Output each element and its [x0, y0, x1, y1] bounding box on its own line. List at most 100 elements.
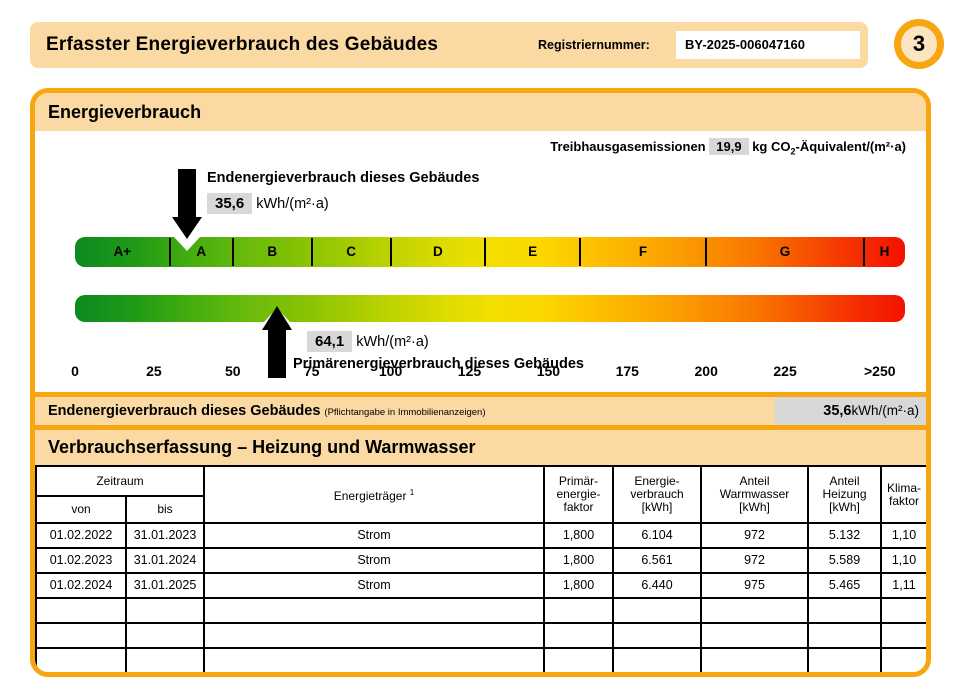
table-cell: [125, 597, 205, 624]
scale-class-C: C: [346, 244, 357, 259]
end-energy-summary-row: Endenergieverbrauch dieses Gebäudes (Pfl…: [35, 397, 926, 425]
energy-consumption-panel: Energieverbrauch Treibhausgasemissionen …: [30, 88, 931, 677]
col-header-anteil-heizung: Anteil Heizung [kWh]: [807, 465, 882, 524]
table-row: 01.02.2023 31.01.2024 Strom 1,800 6.561 972 5.…: [35, 547, 926, 574]
scale-class-D: D: [433, 244, 443, 259]
table-cell: [543, 597, 614, 624]
table-cell: [612, 622, 702, 649]
col-header-bis: bis: [125, 495, 205, 524]
scale-tick-25: 25: [146, 363, 162, 379]
primary-energy-arrow-shaft: [268, 330, 287, 378]
scale-tick-75: 75: [303, 363, 320, 379]
scale-class-F: F: [638, 244, 648, 259]
table-cell: [543, 622, 614, 649]
scale-tick->250: >250: [863, 363, 896, 379]
table-cell: [807, 647, 882, 672]
table-cell: 1,800: [543, 547, 614, 574]
primary-energy-label: Primärenergieverbrauch dieses Gebäudes: [293, 356, 584, 372]
table-cell: 975: [700, 572, 809, 599]
table-cell: 01.02.2022: [35, 522, 127, 549]
table-cell: 972: [700, 547, 809, 574]
scale-class-divider: [862, 238, 865, 266]
table-cell: 31.01.2024: [125, 547, 205, 574]
consumption-section-title-band: Verbrauchserfassung – Heizung und Warmwa…: [35, 430, 926, 465]
end-energy-arrow-head: [172, 217, 203, 239]
summary-label: Endenergieverbrauch dieses Gebäudes (Pfl…: [48, 403, 486, 419]
scale-class-E: E: [528, 244, 538, 259]
summary-value-box: 35,6kWh/(m²·a): [775, 397, 926, 425]
scale-class-B: B: [267, 244, 278, 259]
ghg-label: Treibhausgasemissionen: [550, 139, 706, 154]
table-cell: [35, 597, 127, 624]
end-energy-label: Endenergieverbrauch dieses Gebäudes: [207, 170, 480, 186]
table-cell: Strom: [203, 547, 545, 574]
page-number-badge: 3: [894, 19, 944, 69]
scale-class-divider: [705, 238, 708, 266]
table-cell: [203, 647, 545, 672]
col-header-energieverbrauch: Energie- verbrauch [kWh]: [612, 465, 702, 524]
end-energy-arrow-shaft: [178, 169, 197, 217]
scale-class-divider: [484, 238, 487, 266]
table-cell: [35, 647, 127, 672]
table-cell: 31.01.2025: [125, 572, 205, 599]
col-header-klimafaktor: Klima- faktor: [880, 465, 926, 524]
table-cell: 6.104: [612, 522, 702, 549]
scale-tick-0: 0: [71, 363, 79, 379]
document-header-bar: Erfasster Energieverbrauch des Gebäudes …: [30, 22, 868, 68]
page-title: Erfasster Energieverbrauch des Gebäudes: [46, 34, 439, 55]
scale-tick-50: 50: [224, 363, 241, 379]
table-cell: 31.01.2023: [125, 522, 205, 549]
col-header-zeitraum: Zeitraum: [35, 465, 205, 497]
ghg-unit: kg CO2-Äquivalent/(m²·a): [752, 139, 906, 157]
table-cell: 1,800: [543, 522, 614, 549]
col-header-energietraeger: Energieträger 1: [203, 465, 545, 524]
table-cell: 5.589: [807, 547, 882, 574]
scale-class-A: A: [196, 244, 207, 259]
registration-number-box: BY-2025-006047160: [676, 31, 860, 59]
table-cell: [807, 597, 882, 624]
table-cell: [880, 597, 926, 624]
table-row-empty: [35, 647, 926, 672]
table-cell: [203, 622, 545, 649]
table-cell: 1,800: [543, 572, 614, 599]
energy-section-title-band: Energieverbrauch: [35, 93, 926, 131]
table-cell: [612, 597, 702, 624]
scale-class-divider: [389, 238, 392, 266]
table-cell: [203, 597, 545, 624]
end-energy-notch: [174, 237, 201, 251]
primary-energy-scale-bar: [75, 295, 905, 322]
table-row-empty: [35, 622, 926, 649]
registration-number: BY-2025-006047160: [685, 37, 805, 52]
table-cell: 6.561: [612, 547, 702, 574]
summary-unit: kWh/(m²·a): [851, 403, 920, 418]
primary-energy-unit: kWh/(m²·a): [356, 334, 429, 350]
table-cell: [880, 647, 926, 672]
table-cell: 1,10: [880, 547, 926, 574]
separator-line: [35, 392, 926, 397]
scale-class-divider: [231, 238, 234, 266]
scale-tick-150: 150: [536, 363, 561, 379]
energy-class-scale-bar: [75, 237, 905, 267]
table-row-empty: [35, 597, 926, 624]
table-cell: 5.132: [807, 522, 882, 549]
table-cell: Strom: [203, 522, 545, 549]
end-energy-unit: kWh/(m²·a): [256, 196, 329, 212]
registration-label: Registriernummer:: [538, 38, 650, 52]
end-energy-value: 35,6: [207, 193, 253, 214]
table-cell: 972: [700, 522, 809, 549]
primary-energy-value: 64,1: [307, 331, 353, 352]
primary-energy-value-line: 64,1 kWh/(m²·a): [307, 331, 429, 352]
table-cell: Strom: [203, 572, 545, 599]
scale-class-divider: [168, 238, 171, 266]
table-cell: [700, 622, 809, 649]
consumption-table: Zeitraum Energieträger 1 Primär- energie…: [35, 465, 926, 672]
table-cell: [543, 647, 614, 672]
table-cell: 1,11: [880, 572, 926, 599]
energy-section-title: Energieverbrauch: [48, 102, 202, 122]
ghg-emissions-line: Treibhausgasemissionen 19,9 kg CO2-Äquiv…: [550, 138, 906, 157]
scale-class-divider: [310, 238, 313, 266]
table-cell: [125, 622, 205, 649]
table-cell: [700, 647, 809, 672]
separator-line: [35, 425, 926, 430]
